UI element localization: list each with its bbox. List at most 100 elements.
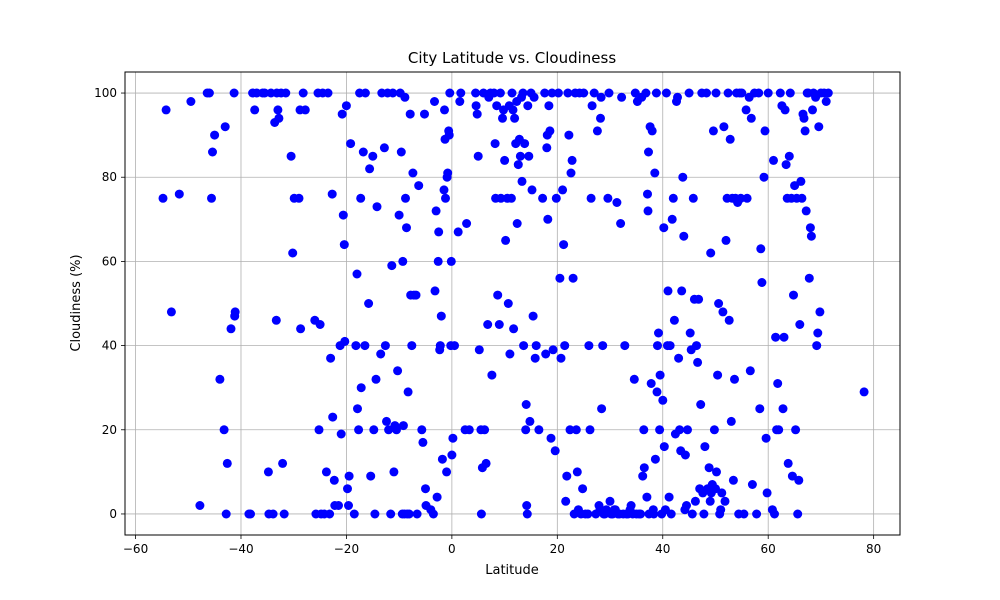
data-point (360, 341, 370, 351)
data-point (755, 404, 765, 414)
data-point (230, 307, 240, 317)
data-point (666, 509, 676, 519)
data-point (507, 88, 517, 98)
data-point (801, 206, 811, 216)
data-point (596, 113, 605, 123)
data-point (696, 400, 706, 409)
data-point (221, 509, 231, 519)
data-point (495, 88, 505, 98)
data-point (402, 223, 411, 233)
data-point (492, 101, 502, 111)
data-point (440, 105, 449, 115)
data-point (498, 113, 507, 123)
data-point (592, 126, 602, 136)
data-point (544, 101, 554, 111)
data-point (393, 366, 403, 376)
data-point (500, 155, 510, 165)
data-point (510, 113, 520, 123)
data-point (725, 134, 735, 144)
data-point (815, 307, 825, 317)
data-point (747, 480, 757, 489)
data-point (756, 244, 766, 254)
data-point (791, 425, 801, 435)
data-point (519, 341, 529, 351)
data-point (789, 290, 798, 300)
data-point (649, 509, 659, 519)
data-point (380, 341, 390, 351)
data-point (757, 278, 767, 287)
data-point (713, 370, 723, 380)
data-point (553, 88, 563, 98)
data-point (739, 509, 749, 519)
data-point (716, 505, 726, 515)
data-point (263, 467, 273, 477)
data-point (566, 168, 576, 178)
data-point (793, 509, 803, 519)
data-point (279, 509, 289, 519)
data-point (859, 387, 869, 397)
data-point (585, 425, 595, 435)
data-point (642, 492, 652, 502)
data-point (524, 151, 534, 161)
data-point (296, 324, 306, 334)
data-point (278, 458, 288, 468)
data-point (578, 484, 588, 494)
x-axis-label: Latitude (485, 563, 539, 578)
data-point (647, 126, 657, 136)
data-point (530, 353, 540, 363)
data-point (215, 374, 225, 384)
data-point (220, 122, 230, 132)
data-point (546, 433, 556, 443)
data-point (513, 160, 523, 170)
data-point (714, 299, 724, 308)
data-point (779, 332, 789, 342)
data-point (638, 471, 648, 481)
data-point (389, 467, 399, 477)
data-point (494, 320, 504, 329)
data-point (630, 88, 640, 98)
data-point (675, 425, 685, 435)
data-point (692, 341, 701, 351)
data-point (761, 433, 771, 443)
data-point (737, 88, 747, 98)
data-point (515, 151, 525, 161)
data-point (370, 509, 380, 519)
data-point (730, 374, 739, 384)
data-point (717, 488, 727, 498)
data-point (683, 425, 692, 435)
data-point (741, 105, 751, 115)
data-point (398, 256, 408, 266)
data-point (366, 471, 376, 481)
data-point (403, 387, 413, 397)
x-tick-label: 40 (655, 542, 670, 556)
data-point (724, 315, 734, 325)
data-point (773, 379, 783, 388)
data-point (796, 176, 806, 186)
data-point (346, 139, 356, 149)
data-point (531, 341, 541, 351)
data-point (653, 341, 662, 351)
data-point (473, 151, 483, 161)
data-point (705, 496, 715, 506)
data-point (644, 147, 653, 157)
data-point (428, 509, 438, 519)
data-point (382, 416, 391, 426)
data-point (682, 501, 691, 510)
plot-frame (124, 71, 901, 536)
data-point (759, 172, 769, 182)
data-point (650, 168, 660, 178)
data-point (728, 475, 738, 485)
data-point (572, 467, 582, 477)
data-point (797, 193, 807, 203)
data-point (396, 147, 406, 157)
data-point (812, 341, 822, 351)
data-point (368, 151, 378, 161)
data-point (166, 307, 176, 317)
data-point (417, 425, 427, 435)
data-point (616, 219, 626, 228)
data-point (343, 484, 352, 494)
data-point (447, 450, 457, 460)
data-point (639, 463, 649, 473)
